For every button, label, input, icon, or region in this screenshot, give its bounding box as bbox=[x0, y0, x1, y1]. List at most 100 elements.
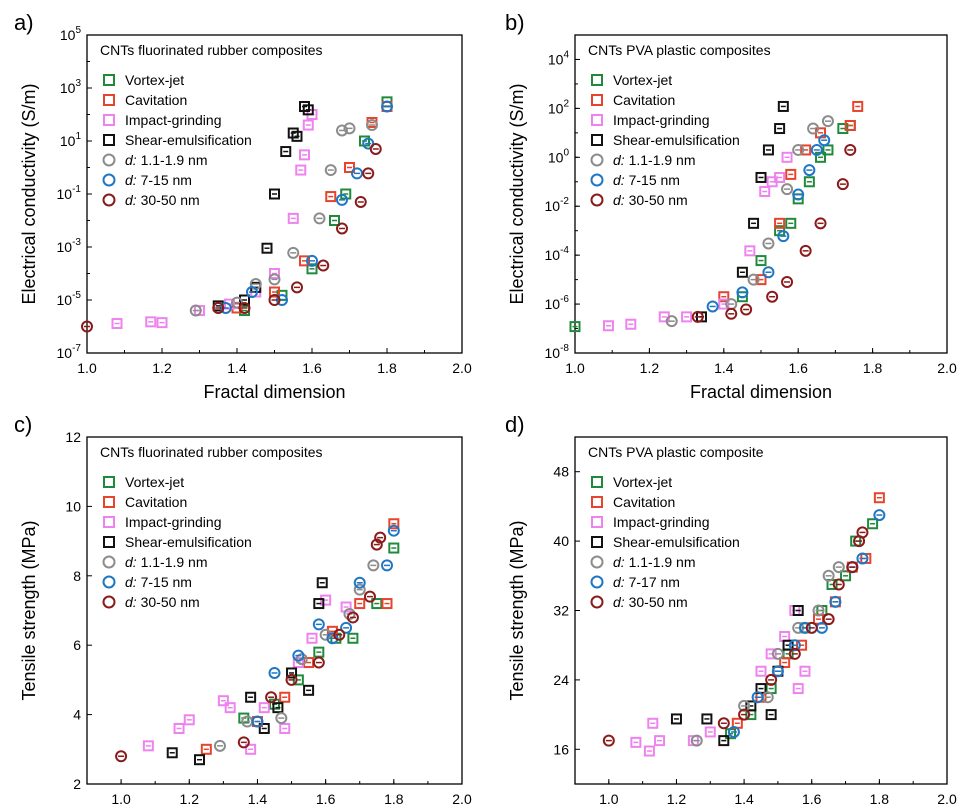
data-point bbox=[306, 632, 318, 644]
legend-label: d: 7-15 nm bbox=[125, 172, 192, 188]
x-tick-label: 1.0 bbox=[77, 360, 97, 376]
legend-marker bbox=[591, 496, 603, 508]
data-point bbox=[812, 604, 825, 617]
legend-marker bbox=[103, 134, 115, 146]
legend-label: d: 30-50 nm bbox=[613, 594, 688, 610]
data-point bbox=[670, 713, 682, 725]
data-point bbox=[306, 254, 318, 267]
data-point bbox=[212, 301, 225, 314]
y-tick-label: 6 bbox=[73, 637, 81, 653]
data-point bbox=[706, 300, 719, 313]
legend-marker bbox=[591, 516, 603, 528]
data-point bbox=[844, 143, 857, 156]
data-point bbox=[353, 576, 366, 589]
data-point bbox=[738, 699, 751, 712]
data-point bbox=[261, 242, 273, 254]
data-point bbox=[766, 290, 779, 303]
data-point bbox=[771, 665, 784, 678]
y-tick-label: 10-2 bbox=[545, 196, 570, 214]
y-tick-label: 4 bbox=[73, 707, 81, 723]
data-point bbox=[111, 317, 123, 329]
data-point bbox=[258, 722, 270, 734]
x-tick-label: 1.2 bbox=[640, 360, 660, 376]
data-point bbox=[269, 268, 280, 279]
data-point bbox=[320, 594, 332, 606]
data-point bbox=[867, 518, 879, 530]
data-point bbox=[740, 303, 753, 316]
legend-marker bbox=[102, 555, 116, 569]
x-axis-title: Fractal dimension bbox=[690, 382, 832, 402]
legend-marker bbox=[591, 476, 603, 488]
data-point bbox=[781, 275, 794, 288]
x-tick-label: 1.8 bbox=[863, 360, 883, 376]
legend-marker bbox=[103, 516, 115, 528]
data-point bbox=[387, 524, 400, 537]
data-point bbox=[777, 100, 789, 112]
legend-label: d: 30-50 nm bbox=[613, 192, 688, 208]
data-point bbox=[173, 722, 185, 734]
data-point bbox=[194, 754, 205, 766]
data-point bbox=[295, 653, 308, 666]
data-point bbox=[200, 743, 212, 755]
chart-title: CNTs PVA plastic composites bbox=[588, 42, 771, 58]
y-tick-label: 105 bbox=[60, 25, 82, 43]
data-point bbox=[302, 104, 314, 116]
data-point bbox=[762, 266, 775, 279]
legend-label: Vortex-jet bbox=[613, 72, 672, 88]
legend-marker bbox=[103, 114, 115, 126]
data-point bbox=[818, 134, 831, 147]
data-point bbox=[374, 531, 387, 544]
data-point bbox=[727, 725, 740, 738]
y-tick-label: 10-7 bbox=[57, 343, 82, 361]
data-point bbox=[81, 320, 93, 333]
data-point bbox=[340, 601, 352, 613]
panel-label: c) bbox=[14, 412, 32, 437]
data-point bbox=[326, 632, 339, 645]
data-point bbox=[691, 310, 704, 323]
data-point bbox=[370, 538, 383, 551]
data-point bbox=[269, 698, 280, 710]
legend-label: Shear-emulsification bbox=[613, 534, 740, 550]
legend-marker bbox=[590, 193, 604, 207]
data-point bbox=[856, 552, 869, 565]
data-point bbox=[238, 301, 251, 314]
data-point bbox=[268, 273, 281, 286]
data-point bbox=[625, 318, 637, 330]
data-point bbox=[751, 691, 764, 704]
legend-label: d: 1.1-1.9 nm bbox=[613, 152, 696, 168]
y-tick-label: 10-3 bbox=[57, 237, 82, 255]
data-point bbox=[765, 673, 778, 686]
data-point bbox=[765, 709, 777, 721]
legend-label: Shear-emulsification bbox=[125, 132, 252, 148]
legend-label: Cavitation bbox=[613, 494, 675, 510]
data-point bbox=[814, 217, 827, 230]
data-point bbox=[346, 611, 359, 624]
data-point bbox=[237, 736, 250, 749]
chart-title: CNTs fluorinated rubber composites bbox=[100, 444, 323, 460]
legend-label: Cavitation bbox=[125, 92, 187, 108]
data-point bbox=[381, 100, 393, 113]
data-point bbox=[717, 717, 730, 730]
data-point bbox=[329, 215, 340, 226]
data-point bbox=[326, 625, 338, 637]
x-axis-title: Fractal dimension bbox=[203, 382, 345, 402]
data-point bbox=[268, 666, 281, 679]
legend-marker bbox=[590, 555, 604, 569]
legend-marker bbox=[590, 575, 604, 589]
data-point bbox=[287, 246, 300, 259]
data-point bbox=[762, 144, 774, 156]
data-point bbox=[316, 577, 328, 589]
y-tick-label: 104 bbox=[548, 49, 570, 67]
data-point bbox=[755, 665, 767, 677]
data-point bbox=[115, 750, 128, 763]
data-point bbox=[792, 143, 805, 156]
data-point bbox=[363, 590, 376, 603]
panel-1: b) 1.0 1.2 1.4 1.6 1.8 2.0 10-8 10-6 10-4 10-2 100 1… bbox=[505, 10, 957, 402]
data-point bbox=[275, 712, 288, 725]
legend-marker bbox=[590, 153, 604, 167]
y-tick-label: 24 bbox=[553, 672, 569, 688]
chart-title: CNTs fluorinated rubber composites bbox=[100, 42, 323, 58]
legend-marker bbox=[590, 173, 604, 187]
data-point bbox=[245, 743, 257, 755]
legend-label: d: 30-50 nm bbox=[125, 594, 200, 610]
